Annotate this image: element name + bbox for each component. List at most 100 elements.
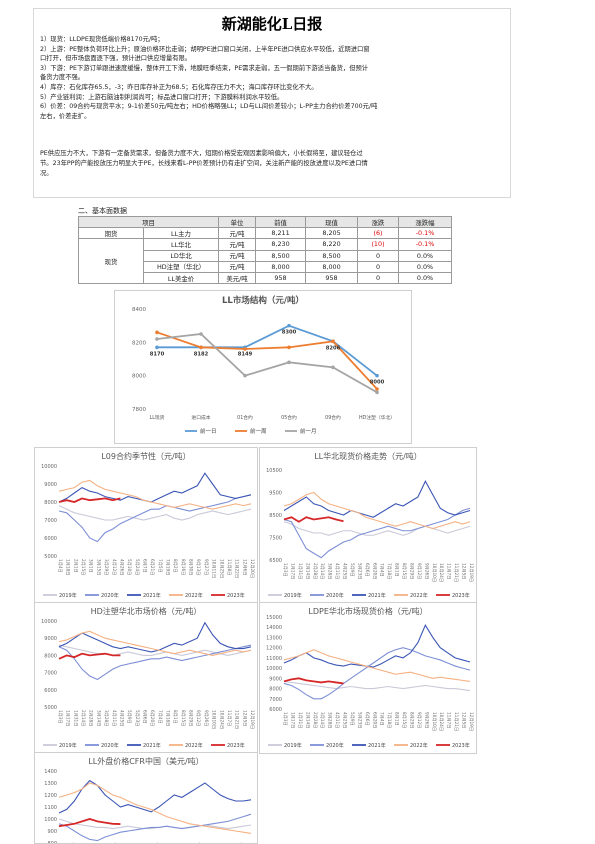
x-tick-label: 12月6日 [241, 559, 247, 575]
item-cell: LL主力 [143, 227, 219, 240]
x-tick-label: 7月19日 [165, 559, 171, 575]
series-line [58, 652, 121, 660]
x-tick-label: 8月29日 [408, 563, 414, 579]
x-tick-label: 05合约 [281, 414, 297, 421]
point-line: 左右，价差走扩。 [40, 112, 91, 120]
x-tick-label: 1月17日 [289, 563, 295, 579]
pct-cell: -0.1% [398, 227, 452, 240]
legend-label: 2021年 [368, 742, 386, 749]
series-line [283, 516, 344, 523]
prev-cell: 958 [255, 271, 306, 285]
legend-label: 2023年 [227, 592, 245, 599]
series-line [283, 677, 344, 685]
x-tick-label: 2月1日 [72, 559, 78, 573]
x-tick-label: 6月7日 [141, 559, 147, 573]
series-line [58, 818, 252, 830]
y-tick-label: 7000 [44, 671, 57, 677]
x-tick-label: 1月31日 [72, 710, 78, 726]
x-tick-label: 12月20日 [249, 559, 255, 578]
x-tick-label: 5月10日 [126, 559, 132, 575]
y-tick-label: 11000 [266, 656, 282, 662]
curr-cell: 8,220 [305, 238, 358, 251]
item-cell: LL美金价 [143, 271, 219, 285]
table-row: HD注塑（华北） 元/吨 8,000 8,000 0 0.0% [79, 260, 452, 273]
x-tick-label: 3月14日 [95, 710, 101, 726]
legend-label: 2022年 [410, 742, 428, 749]
x-tick-label: 1月4日 [57, 559, 63, 573]
prev-cell: 8,230 [255, 238, 306, 251]
x-tick-label: 5月23日 [134, 710, 140, 726]
series-point [199, 332, 203, 336]
x-tick-label: 11月8日 [226, 559, 232, 575]
x-tick-label: 6月20日 [149, 710, 155, 726]
x-tick-label: 1月31日 [297, 563, 303, 579]
item-cell: LD华北 [143, 249, 219, 262]
x-tick-label: 9月27日 [203, 559, 209, 575]
x-tick-label: 10月24日 [438, 712, 444, 731]
x-tick-label: 11月7日 [446, 563, 452, 579]
legend-label: 2019年 [59, 742, 77, 749]
data-label: 8206 [326, 345, 341, 351]
y-tick-label: 6000 [269, 707, 282, 713]
x-tick-label: 4月26日 [118, 559, 124, 575]
series-line [283, 649, 471, 682]
series-point [287, 360, 291, 365]
x-tick-label: 4月11日 [334, 712, 340, 728]
l09-seasonality-svg: L09合约季节性（元/吨） 5000 6000 7000 8000 9000 10000 1月… [41, 451, 255, 599]
x-tick-label: 01合约 [237, 414, 253, 421]
y-tick-label: 6000 [44, 536, 57, 542]
series-point [155, 345, 159, 350]
ll-north-spot-chart: LL华北现货价格走势（元/吨） 6500 7500 8500 9500 10500 1月3日… [259, 447, 477, 604]
series-line [58, 818, 121, 828]
table-header-row: 项目 单位 前值 现值 涨跌 涨跌幅 [78, 215, 452, 229]
header-item: 项目 [78, 215, 219, 229]
chart-title: LL外盘价格CFR中国（美元/吨） [88, 756, 203, 766]
x-tick-label: 8月1日 [172, 710, 178, 724]
legend-label: 2022年 [185, 742, 203, 749]
summary-panel: 新湖能化L日报 1）现货：LLDPE现货低端价格8170元/吨； 2）上游：PE… [33, 8, 511, 198]
x-tick-label: 9月12日 [416, 712, 422, 728]
x-tick-label: 1月18日 [65, 559, 71, 575]
y-tick-label: 13000 [266, 635, 282, 641]
x-tick-label: 1月17日 [65, 710, 71, 726]
x-tick-label: 5月23日 [356, 563, 362, 579]
y-tick-label: 10000 [41, 619, 57, 625]
x-tick-label: 10月24日 [218, 710, 224, 729]
legend-label: 2021年 [143, 742, 161, 749]
x-tick-label: 12月5日 [241, 710, 247, 726]
pct-cell: 0.0% [398, 249, 452, 262]
x-tick-label: 1月17日 [289, 712, 295, 728]
y-tick-label: 5000 [44, 554, 57, 560]
x-tick-label: 3月14日 [319, 563, 325, 579]
y-tick-label: 5000 [44, 705, 57, 711]
key-points: 1）现货：LLDPE现货低端价格8170元/吨； 2）上游：PE整体负荷环比上升… [40, 35, 506, 121]
x-tick-label: 3月28日 [327, 563, 333, 579]
x-tick-label: 10月10日 [211, 710, 217, 729]
x-tick-label: 8月29日 [188, 710, 194, 726]
x-tick-label: 7月18日 [386, 563, 392, 579]
y-tick-label: 8200 [132, 340, 146, 346]
x-tick-label: 7月18日 [386, 712, 392, 728]
data-label: 8182 [194, 351, 209, 357]
x-tick-label: 2月14日 [304, 563, 310, 579]
x-tick-label: 11月21日 [453, 563, 459, 582]
y-tick-label: 1000 [44, 817, 57, 823]
x-tick-label: 4月25日 [342, 563, 348, 579]
point-line: 1）现货：LLDPE现货低端价格8170元/吨； [40, 36, 164, 43]
x-tick-label: 6月20日 [371, 712, 377, 728]
x-tick-label: 3月28日 [103, 710, 109, 726]
x-tick-label: LL现货 [150, 414, 165, 421]
x-tick-label: 9月12日 [416, 563, 422, 579]
y-tick-label: 1200 [44, 793, 57, 799]
x-tick-label: 2月28日 [312, 563, 318, 579]
point-line: 4）库存：石化库存65.5，-3；昨日库存补正为68.5；石化库存压力不大；海口… [40, 83, 318, 91]
unit-cell: 元/吨 [218, 227, 256, 240]
x-tick-label: 2月14日 [304, 712, 310, 728]
prev-cell: 8,500 [255, 249, 306, 262]
y-tick-label: 14000 [266, 625, 282, 631]
x-tick-label: 6月6日 [364, 563, 370, 577]
x-tick-label: 9月26日 [423, 563, 429, 579]
series-line [58, 782, 252, 834]
ll-cfr-china-chart: LL外盘价格CFR中国（美元/吨） 800 900 1000 1100 1200 1300 1… [34, 752, 258, 844]
series-point [243, 373, 247, 378]
